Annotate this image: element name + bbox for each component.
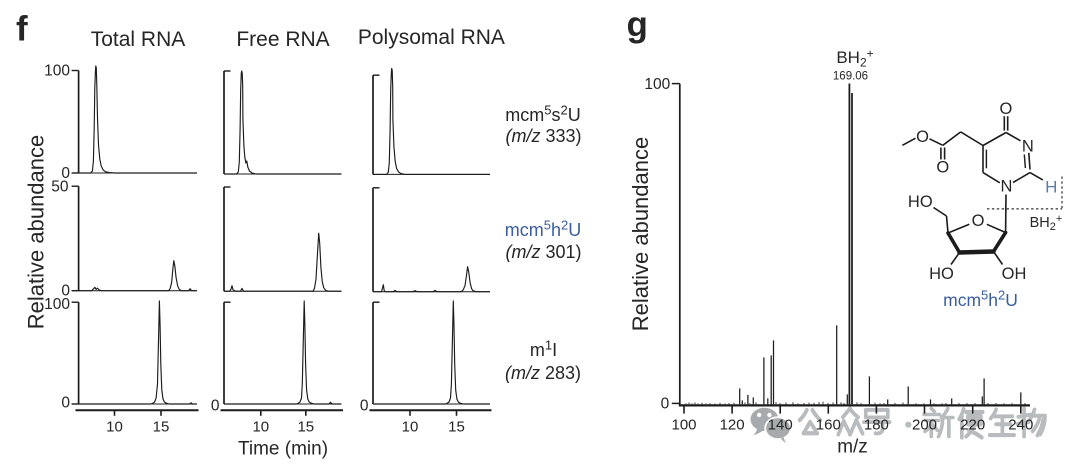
svg-text:mcm5s2U: mcm5s2U [505,102,580,125]
svg-text:100: 100 [671,416,696,433]
svg-text:15: 15 [297,419,314,436]
svg-text:140: 140 [768,416,793,433]
svg-text:169.06: 169.06 [833,71,868,83]
svg-text:160: 160 [816,416,841,433]
svg-text:50: 50 [51,179,69,196]
svg-text:(m/z 301): (m/z 301) [505,242,581,262]
svg-text:0: 0 [61,395,70,412]
svg-text:f: f [16,10,28,49]
svg-text:N: N [1022,138,1034,156]
svg-text:O: O [916,128,929,146]
svg-text:N: N [1000,178,1012,196]
svg-text:Time (min): Time (min) [238,439,328,460]
svg-text:m/z: m/z [837,437,868,458]
svg-text:180: 180 [864,416,889,433]
svg-text:HO: HO [908,193,933,211]
svg-text:Free RNA: Free RNA [236,28,329,51]
svg-text:100: 100 [44,296,70,313]
svg-text:100: 100 [644,76,670,93]
svg-text:HO: HO [929,265,954,283]
svg-text:220: 220 [960,416,985,433]
svg-text:O: O [999,100,1012,118]
svg-text:H: H [1045,178,1057,197]
svg-text:0: 0 [211,398,220,415]
svg-text:15: 15 [153,419,170,436]
svg-text:10: 10 [252,419,269,436]
svg-text:240: 240 [1008,416,1033,433]
svg-text:Relative abundance: Relative abundance [628,137,653,331]
svg-text:O: O [972,212,985,230]
svg-text:200: 200 [912,416,937,433]
svg-text:120: 120 [720,416,745,433]
svg-text:15: 15 [448,419,465,436]
svg-text:mcm5h2U: mcm5h2U [943,288,1018,311]
svg-text:(m/z 283): (m/z 283) [505,363,581,383]
svg-text:mcm5h2U: mcm5h2U [505,218,581,241]
svg-text:100: 100 [44,63,70,80]
svg-text:Total RNA: Total RNA [91,28,186,51]
svg-text:(m/z 333): (m/z 333) [505,126,581,146]
svg-text:OH: OH [1002,265,1027,283]
svg-text:10: 10 [106,419,123,436]
svg-text:g: g [627,5,648,44]
svg-text:0: 0 [661,396,670,413]
svg-text:O: O [936,159,949,177]
svg-text:0: 0 [360,398,369,415]
svg-text:10: 10 [402,419,419,436]
svg-text:m1I: m1I [530,338,557,361]
svg-text:Polysomal RNA: Polysomal RNA [358,26,505,49]
